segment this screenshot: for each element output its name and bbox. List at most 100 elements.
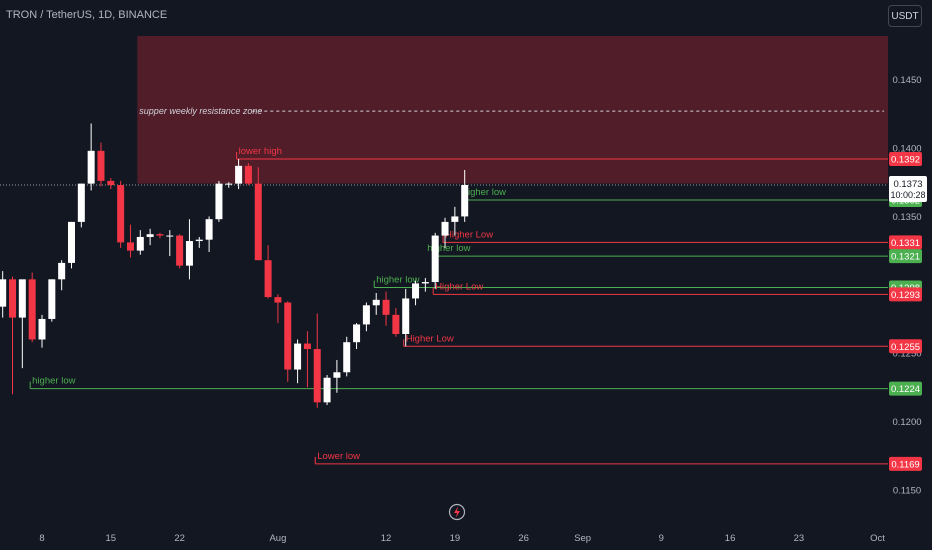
- x-tick-19: 19: [450, 533, 461, 544]
- x-tick-26: 26: [518, 533, 529, 544]
- price-badges-layer: 0.13920.13620.13310.13210.12980.12930.12…: [889, 152, 927, 471]
- price-badge-text-0.1293: 0.1293: [891, 290, 920, 301]
- y-tick-0.1250: 0.1250: [892, 349, 921, 360]
- candle-body-2024-07-12: [77, 183, 85, 222]
- candle-body-2024-07-29: [244, 165, 252, 184]
- current-price-badge: [889, 175, 927, 202]
- candle-body-2024-08-01: [274, 297, 282, 303]
- candle-body-2024-07-17: [126, 242, 134, 251]
- candle-body-2024-08-10: [362, 305, 370, 325]
- candle-body-2024-07-30: [254, 183, 262, 261]
- price-badge-0.1321: [889, 249, 922, 264]
- candle-body-2024-07-16: [117, 184, 125, 243]
- price-badge-0.1169: [889, 456, 922, 471]
- candle-body-2024-07-06: [18, 279, 26, 318]
- candle-body-2024-08-18: [441, 221, 449, 236]
- x-tick-9: 9: [659, 533, 664, 544]
- y-tick-0.1400: 0.1400: [892, 144, 921, 155]
- candle-body-2024-07-21: [166, 235, 174, 237]
- y-tick-0.1200: 0.1200: [892, 417, 921, 428]
- candle-body-2024-07-15: [107, 180, 115, 185]
- candle-body-2024-07-19: [146, 234, 154, 237]
- candle-body-2024-08-04: [303, 343, 311, 350]
- candle-body-2024-08-17: [431, 235, 439, 283]
- candle-body-2024-08-13: [392, 314, 400, 334]
- time-axis: 8 15 22 Aug 12 19 26 Sep 9 16 23 Oct: [39, 533, 885, 544]
- x-tick-16: 16: [725, 533, 736, 544]
- current-price-text: 0.1373: [893, 179, 922, 190]
- candle-body-2024-07-04: [0, 279, 7, 307]
- y-tick-0.1350: 0.1350: [892, 212, 921, 223]
- level-label-0.1169: Lower low: [317, 451, 360, 462]
- candle-body-2024-08-07: [333, 372, 341, 378]
- candle-body-2024-08-03: [294, 343, 302, 370]
- candle-body-2024-08-05: [313, 349, 321, 403]
- candle-body-2024-08-19: [451, 216, 459, 222]
- candle-body-2024-07-07: [28, 279, 36, 340]
- candle-body-2024-07-26: [215, 183, 223, 220]
- candle-body-2024-07-22: [176, 235, 184, 266]
- x-tick-8: 8: [39, 533, 44, 544]
- candle-body-2024-07-14: [97, 150, 105, 181]
- price-badge-0.1331: [889, 235, 922, 250]
- x-tick-12: 12: [381, 533, 392, 544]
- candle-body-2024-08-15: [412, 283, 420, 299]
- candle-body-2024-08-08: [343, 342, 351, 373]
- candles-layer: [0, 123, 469, 408]
- candle-body-2024-08-02: [284, 302, 292, 370]
- candle-body-2024-08-06: [323, 377, 331, 403]
- x-tick-23: 23: [794, 533, 805, 544]
- price-badge-text-0.1224: 0.1224: [891, 384, 920, 395]
- candle-body-2024-08-14: [402, 298, 410, 334]
- y-tick-0.1450: 0.1450: [892, 75, 921, 86]
- level-lines-layer: lower high higher low Higher Low higher low…: [0, 146, 888, 465]
- tradingview-logo-icon: [448, 503, 466, 521]
- level-label-0.1321: higher low: [427, 243, 470, 254]
- level-label-0.1298: higher low: [376, 275, 419, 286]
- candle-body-2024-07-31: [264, 260, 272, 298]
- y-tick-0.1150: 0.1150: [893, 485, 921, 496]
- price-badge-text-0.1392: 0.1392: [891, 155, 920, 166]
- price-badge-0.1293: [889, 287, 922, 302]
- currency-button[interactable]: USDT: [888, 5, 922, 27]
- level-label-0.1224: higher low: [32, 376, 75, 387]
- countdown-text: 10:00:28: [890, 190, 925, 200]
- candle-body-2024-07-24: [195, 239, 203, 242]
- candle-body-2024-07-28: [235, 165, 243, 184]
- candle-body-2024-08-20: [461, 184, 469, 217]
- level-label-0.1293: Higher Low: [435, 281, 483, 292]
- candle-body-2024-07-10: [58, 262, 66, 280]
- candle-body-2024-07-27: [225, 183, 233, 185]
- candle-body-2024-07-13: [87, 150, 95, 184]
- chart-title: TRON / TetherUS, 1D, BINANCE: [6, 9, 168, 21]
- candle-body-2024-08-12: [382, 299, 390, 315]
- candle-body-2024-08-09: [353, 324, 361, 343]
- candle-body-2024-08-16: [421, 282, 429, 284]
- x-tick-15: 15: [106, 533, 117, 544]
- candle-body-2024-07-05: [9, 279, 17, 318]
- price-badge-0.1392: [889, 152, 922, 167]
- price-badge-0.1255: [889, 339, 922, 354]
- price-badge-text-0.1255: 0.1255: [891, 342, 920, 353]
- level-label-0.1392: lower high: [239, 146, 282, 157]
- candle-body-2024-07-09: [48, 279, 56, 319]
- price-badge-text-0.1169: 0.1169: [891, 459, 919, 470]
- price-badge-text-0.1331: 0.1331: [891, 238, 920, 249]
- candle-body-2024-07-11: [67, 221, 75, 263]
- candle-body-2024-07-23: [185, 241, 193, 266]
- candle-body-2024-07-08: [38, 318, 46, 340]
- candle-body-2024-07-18: [136, 236, 144, 251]
- level-label-0.1331: Higher Low: [445, 229, 493, 240]
- zone-label: supper weekly resistance zone: [139, 106, 262, 116]
- level-label-0.1255: Higher Low: [406, 333, 454, 344]
- price-badge-0.1224: [889, 381, 922, 396]
- x-tick-Oct: Oct: [870, 533, 885, 544]
- x-tick-22: 22: [174, 533, 185, 544]
- resistance-zone-layer: supper weekly resistance zone: [137, 36, 889, 184]
- candle-body-2024-07-25: [205, 219, 213, 240]
- x-tick-Sep: Sep: [574, 533, 591, 544]
- level-label-0.1362: higher low: [463, 187, 506, 198]
- price-badge-text-0.1321: 0.1321: [891, 252, 920, 263]
- candle-body-2024-08-11: [372, 299, 380, 306]
